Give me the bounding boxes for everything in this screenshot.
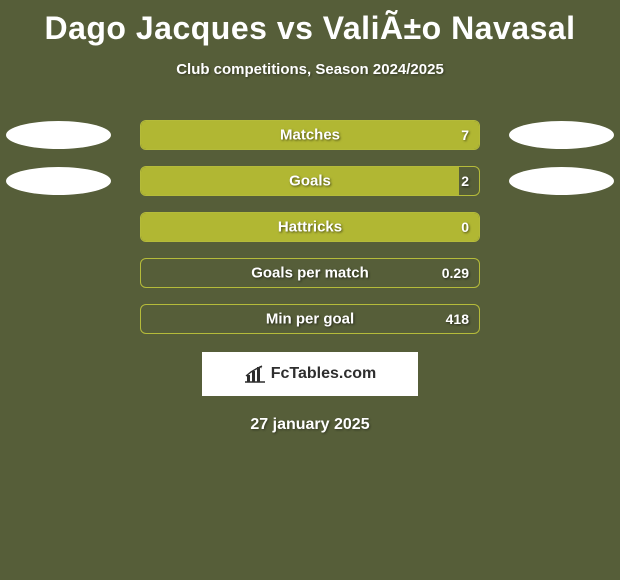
date-label: 27 january 2025 [0, 416, 620, 434]
right-marker [509, 121, 614, 149]
comparison-chart: Matches 7 Goals 2 Hattricks 0 Goals per match 0… [0, 120, 620, 334]
left-marker [6, 121, 111, 149]
stat-label: Min per goal [266, 311, 354, 328]
bar-track: Hattricks 0 [140, 212, 480, 242]
stat-row: Goals per match 0.29 [0, 258, 620, 288]
bar-track: Matches 7 [140, 120, 480, 150]
stat-label: Goals per match [251, 265, 369, 282]
stat-row: Goals 2 [0, 166, 620, 196]
stat-value: 2 [461, 173, 469, 189]
stat-value: 0 [461, 219, 469, 235]
brand-text: FcTables.com [271, 365, 377, 383]
stat-value: 418 [446, 311, 469, 327]
page-title: Dago Jacques vs ValiÃ±o Navasal [0, 0, 620, 47]
subtitle: Club competitions, Season 2024/2025 [0, 61, 620, 78]
stat-row: Matches 7 [0, 120, 620, 150]
brand-box[interactable]: FcTables.com [202, 352, 418, 396]
stat-value: 0.29 [442, 265, 469, 281]
bar-track: Min per goal 418 [140, 304, 480, 334]
stat-label: Matches [280, 127, 340, 144]
stat-label: Goals [289, 173, 331, 190]
stat-value: 7 [461, 127, 469, 143]
stat-row: Hattricks 0 [0, 212, 620, 242]
stat-row: Min per goal 418 [0, 304, 620, 334]
left-marker [6, 167, 111, 195]
barchart-icon [244, 365, 266, 383]
bar-track: Goals per match 0.29 [140, 258, 480, 288]
right-marker [509, 167, 614, 195]
stat-label: Hattricks [278, 219, 342, 236]
bar-track: Goals 2 [140, 166, 480, 196]
